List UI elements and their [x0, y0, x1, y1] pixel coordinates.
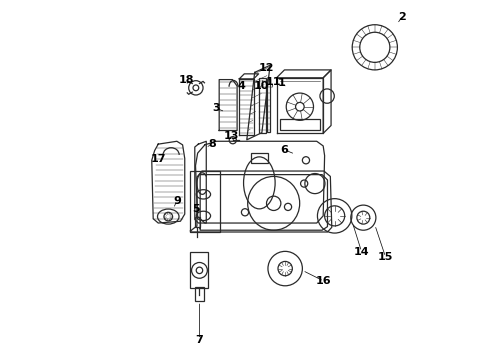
Text: 15: 15 — [378, 252, 393, 262]
Text: 2: 2 — [398, 12, 406, 22]
Text: 8: 8 — [208, 139, 216, 149]
Bar — [267, 78, 270, 132]
Text: 12: 12 — [259, 63, 274, 73]
Bar — [195, 217, 200, 227]
Text: 9: 9 — [173, 196, 181, 206]
Bar — [191, 171, 220, 232]
Text: 1: 1 — [278, 78, 286, 88]
Bar — [251, 153, 268, 163]
Text: 4: 4 — [238, 81, 245, 91]
Text: 3: 3 — [213, 103, 220, 113]
Text: 16: 16 — [316, 276, 332, 286]
Text: 14: 14 — [354, 247, 369, 257]
Text: 10: 10 — [253, 81, 269, 91]
Text: 7: 7 — [196, 334, 203, 345]
Bar — [259, 78, 266, 134]
Text: 11: 11 — [266, 77, 281, 87]
Text: 18: 18 — [179, 75, 195, 85]
Text: 5: 5 — [193, 204, 200, 214]
Bar — [280, 119, 319, 130]
Text: 13: 13 — [224, 131, 239, 141]
Bar — [191, 252, 208, 288]
Text: 6: 6 — [280, 144, 288, 154]
Text: 17: 17 — [150, 154, 166, 164]
Bar — [195, 287, 204, 301]
